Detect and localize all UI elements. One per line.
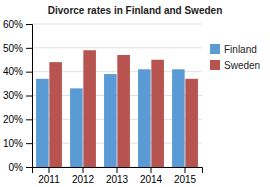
grid [32, 24, 202, 167]
y-tick-mark [26, 167, 32, 168]
y-tick: 60% [3, 19, 32, 30]
legend-item: Sweden [210, 60, 260, 71]
y-tick-mark [26, 143, 32, 144]
y-tick-mark [26, 119, 32, 120]
y-axis-line [26, 25, 33, 168]
y-axis: 0% 10% 20% 30% 40% 50% 60% [3, 19, 33, 173]
y-tick: 30% [3, 90, 32, 101]
y-tick-mark [26, 96, 32, 97]
x-tick: 2015 [174, 167, 197, 185]
bar [138, 69, 151, 167]
chart: Divorce rates in Finland and Sweden 0% 10%… [0, 0, 270, 187]
y-tick-label: 0% [9, 162, 24, 173]
y-tick-mark [26, 48, 32, 49]
bar [104, 74, 117, 167]
legend-swatch [210, 44, 220, 54]
x-tick-label: 2014 [140, 174, 163, 185]
bar [117, 55, 130, 167]
bar [36, 79, 49, 167]
bar-series [49, 50, 198, 167]
y-tick: 10% [3, 138, 32, 149]
x-tick-mark [117, 167, 118, 173]
y-tick-label: 40% [3, 66, 23, 77]
y-tick: 50% [3, 43, 32, 54]
y-tick: 0% [9, 162, 32, 173]
bars [36, 50, 198, 167]
y-tick-label: 50% [3, 43, 23, 54]
bar [185, 79, 198, 167]
legend: Finland Sweden [210, 44, 260, 71]
title: Divorce rates in Finland and Sweden [48, 5, 223, 16]
y-tick: 20% [3, 114, 32, 125]
bar [172, 69, 185, 167]
y-tick-label: 60% [3, 19, 23, 30]
legend-swatch [210, 60, 220, 70]
x-tick: 2011 [38, 167, 60, 185]
x-tick-label: 2011 [38, 174, 60, 185]
x-tick-mark [185, 167, 186, 173]
grid-line [32, 47, 202, 48]
x-tick-label: 2013 [106, 174, 129, 185]
bar [49, 62, 62, 167]
x-tick-mark [49, 167, 50, 173]
bar [83, 50, 96, 167]
x-tick-label: 2015 [174, 174, 197, 185]
y-tick-label: 10% [3, 138, 23, 149]
x-tick: 2012 [72, 167, 95, 185]
legend-label: Sweden [224, 60, 260, 71]
y-tick-mark [26, 24, 32, 25]
legend-label: Finland [224, 44, 257, 55]
y-tick: 40% [3, 66, 32, 77]
y-tick-label: 30% [3, 90, 23, 101]
plot: 0% 10% 20% 30% 40% 50% 60% 2011 2012 2013 2014 2015 [3, 19, 203, 185]
x-axis-line [33, 168, 203, 174]
x-tick: 2014 [140, 167, 163, 185]
legend-item: Finland [210, 44, 257, 55]
x-axis: 2011 2012 2013 2014 2015 [33, 167, 203, 185]
x-tick-mark [83, 167, 84, 173]
bar [70, 88, 83, 167]
y-tick-mark [26, 72, 32, 73]
bar [151, 60, 164, 167]
x-tick-label: 2012 [72, 174, 95, 185]
x-tick: 2013 [106, 167, 129, 185]
grid-line [32, 24, 202, 25]
x-tick-mark [151, 167, 152, 173]
y-tick-label: 20% [3, 114, 23, 125]
